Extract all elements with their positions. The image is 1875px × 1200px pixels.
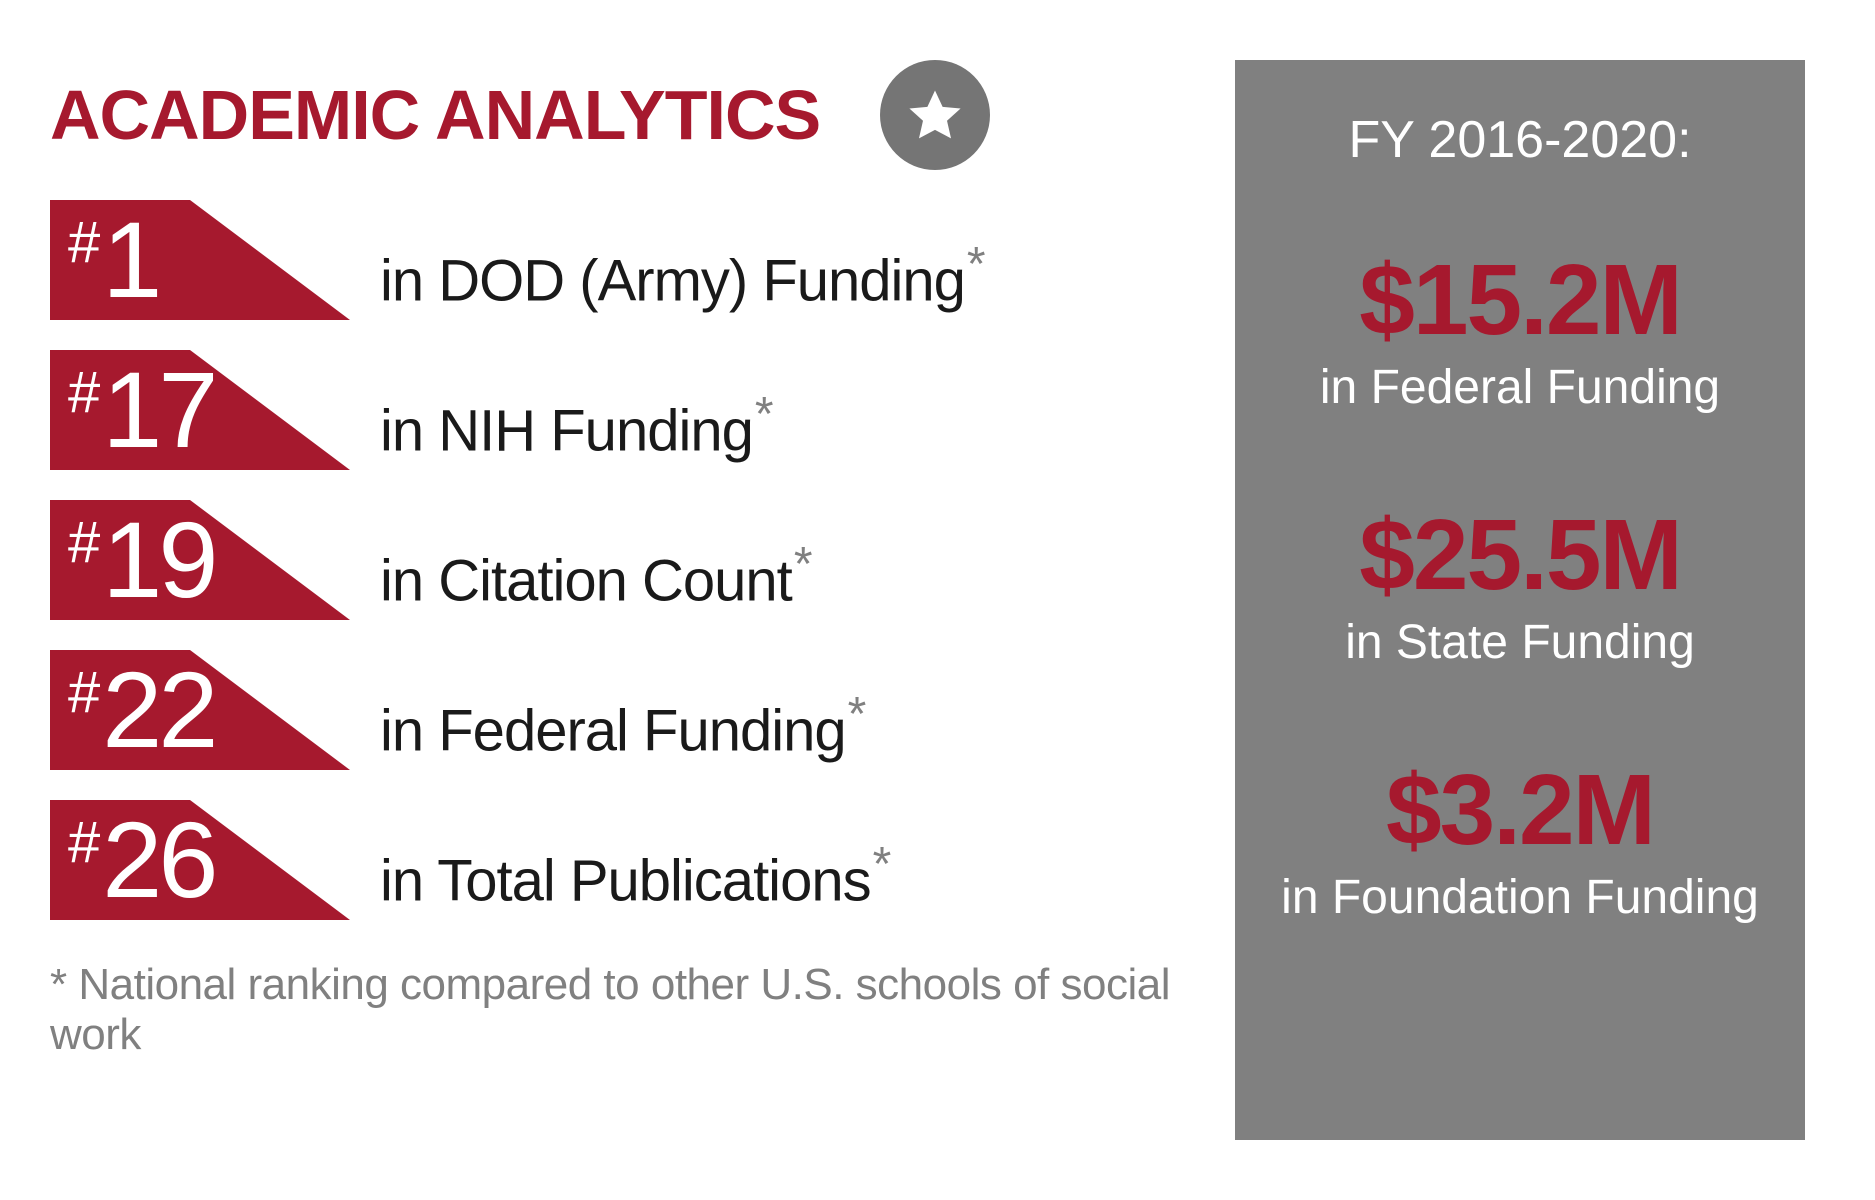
funding-list: $15.2M in Federal Funding $25.5M in State F… xyxy=(1281,250,1759,925)
rank-label: in NIH Funding* xyxy=(380,387,773,464)
rank-label: in Federal Funding* xyxy=(380,687,865,764)
rank-number: #17 xyxy=(68,356,214,464)
footnote: * National ranking compared to other U.S… xyxy=(50,960,1195,1060)
rank-row: #19 in Citation Count* xyxy=(50,500,1195,620)
rankings-list: #1 in DOD (Army) Funding* #17 in NIH Fundin… xyxy=(50,200,1195,920)
rank-label: in DOD (Army) Funding* xyxy=(380,237,985,314)
panel-title: FY 2016-2020: xyxy=(1348,110,1691,170)
star-badge xyxy=(880,60,990,170)
rank-badge: #22 xyxy=(50,650,350,770)
rank-badge: #1 xyxy=(50,200,350,320)
funding-block: $3.2M in Foundation Funding xyxy=(1281,760,1759,925)
page-title: ACADEMIC ANALYTICS xyxy=(50,75,820,155)
rank-row: #22 in Federal Funding* xyxy=(50,650,1195,770)
rank-badge: #26 xyxy=(50,800,350,920)
funding-block: $25.5M in State Funding xyxy=(1281,505,1759,670)
title-row: ACADEMIC ANALYTICS xyxy=(50,60,1195,170)
rank-badge: #17 xyxy=(50,350,350,470)
rank-row: #1 in DOD (Army) Funding* xyxy=(50,200,1195,320)
funding-panel: FY 2016-2020: $15.2M in Federal Funding $2… xyxy=(1235,60,1805,1140)
star-icon xyxy=(904,84,966,146)
funding-amount: $3.2M xyxy=(1281,760,1759,860)
funding-amount: $25.5M xyxy=(1281,505,1759,605)
rank-label: in Citation Count* xyxy=(380,537,812,614)
rank-row: #17 in NIH Funding* xyxy=(50,350,1195,470)
rank-row: #26 in Total Publications* xyxy=(50,800,1195,920)
rank-label: in Total Publications* xyxy=(380,837,890,914)
funding-label: in Foundation Funding xyxy=(1281,870,1759,925)
funding-label: in Federal Funding xyxy=(1281,360,1759,415)
funding-block: $15.2M in Federal Funding xyxy=(1281,250,1759,415)
funding-label: in State Funding xyxy=(1281,615,1759,670)
left-column: ACADEMIC ANALYTICS #1 in DOD (Army) Fundi… xyxy=(50,60,1235,1140)
rank-number: #1 xyxy=(68,206,158,314)
rank-number: #19 xyxy=(68,506,214,614)
rank-badge: #19 xyxy=(50,500,350,620)
rank-number: #26 xyxy=(68,806,214,914)
funding-amount: $15.2M xyxy=(1281,250,1759,350)
rank-number: #22 xyxy=(68,656,214,764)
